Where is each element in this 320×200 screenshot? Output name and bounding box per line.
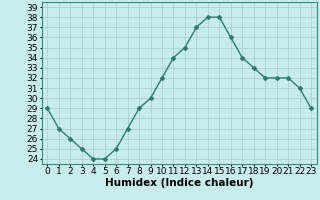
X-axis label: Humidex (Indice chaleur): Humidex (Indice chaleur) [105,178,253,188]
